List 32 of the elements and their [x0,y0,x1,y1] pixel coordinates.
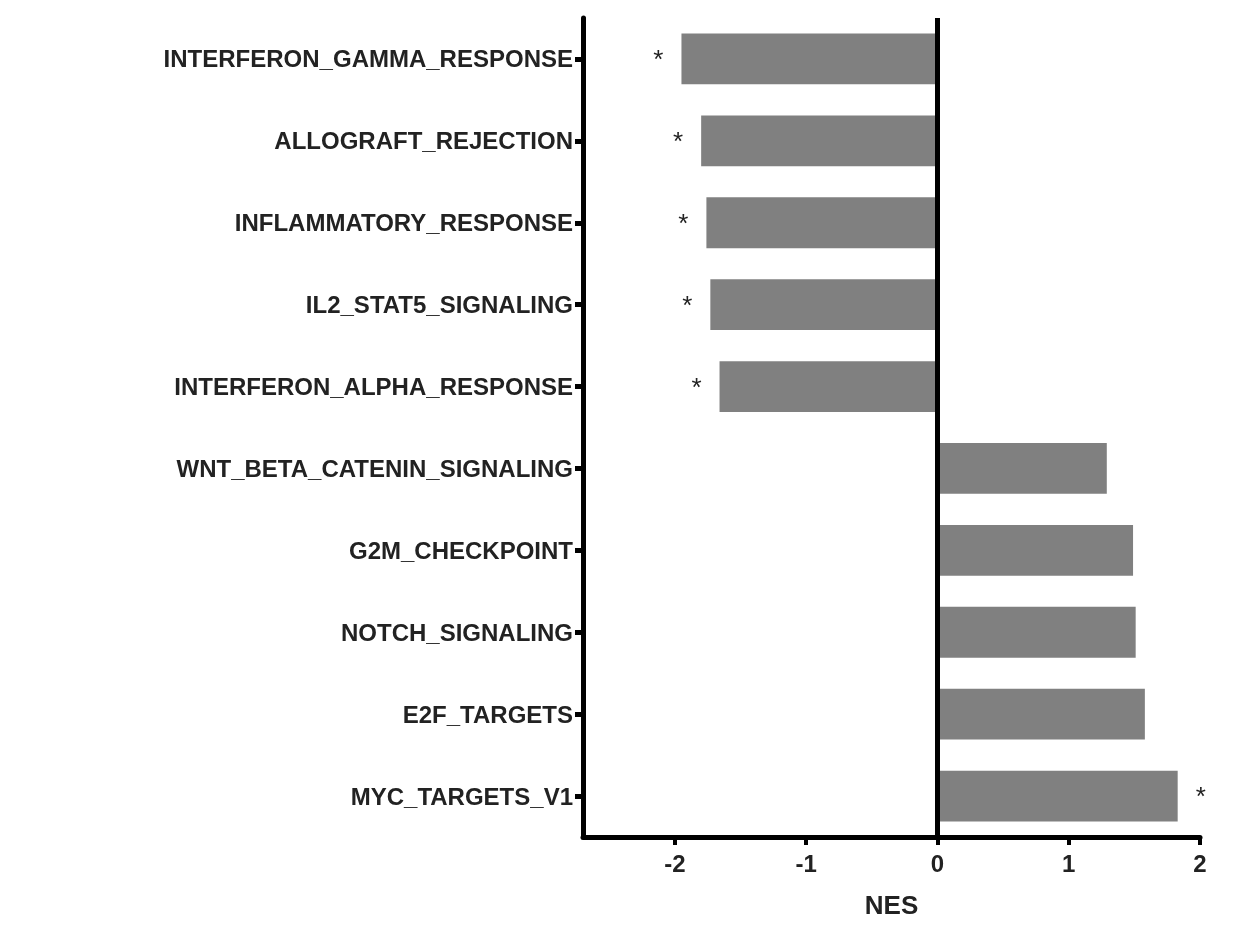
bar [706,197,938,249]
y-tick-label: INFLAMMATORY_RESPONSE [234,209,573,237]
bar [710,279,938,331]
y-tick-label: WNT_BETA_CATENIN_SIGNALING [176,454,573,482]
x-tick-label: 0 [930,849,945,877]
y-tick-label: INTERFERON_ALPHA_RESPONSE [174,373,573,401]
data-label: * [691,371,702,402]
bar [937,443,1107,494]
y-tick-label: ALLOGRAFT_REJECTION [274,127,573,155]
data-label: * [678,207,689,238]
x-tick-label: -1 [795,849,817,877]
y-tick-label: E2F_TARGETS [402,700,573,728]
y-tick-label: MYC_TARGETS_V1 [350,782,573,810]
y-tick-label: IL2_STAT5_SIGNALING [305,291,573,319]
y-tick-label: G2M_CHECKPOINT [348,536,574,564]
x-tick-label: 1 [1062,849,1076,877]
bar [719,361,938,412]
bar [681,33,938,85]
x-tick-label: 2 [1193,849,1207,877]
data-label: * [653,43,664,74]
bar [937,770,1178,822]
bar [937,524,1134,576]
data-label: * [682,289,693,320]
x-tick-label: -2 [664,849,686,877]
bar [937,606,1136,658]
x-axis-title: NES [864,890,919,920]
bar [701,115,938,167]
bar [937,688,1145,740]
y-tick-label: NOTCH_SIGNALING [340,618,573,646]
data-label: * [673,125,684,156]
y-tick-label: INTERFERON_GAMMA_RESPONSE [163,45,573,73]
data-label: * [1195,781,1206,812]
